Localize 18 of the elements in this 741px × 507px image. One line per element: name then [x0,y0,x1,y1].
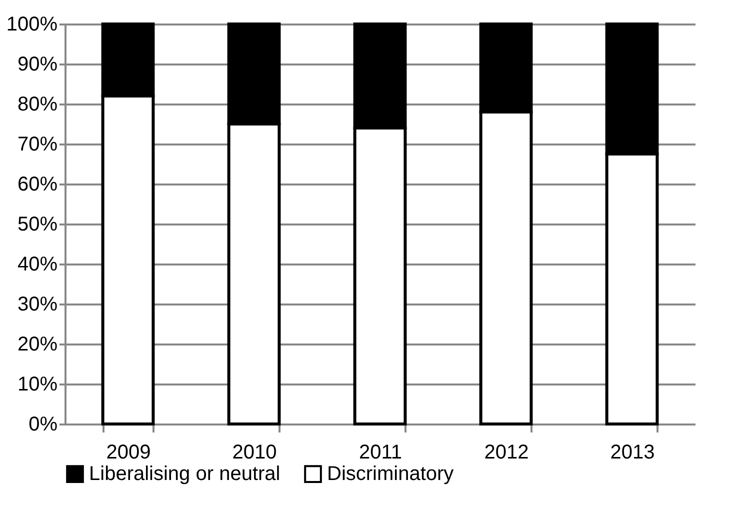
y-tick-label: 90% [17,54,58,76]
y-tick-label: 0% [28,414,58,436]
x-tick-label: 2012 [484,442,529,464]
x-tick-label: 2013 [610,442,655,464]
legend-label: Discriminatory [327,463,454,486]
x-tick-label: 2011 [358,442,402,464]
y-tick-label: 40% [17,254,58,276]
y-tick-label: 10% [17,374,58,396]
y-tick-label: 20% [17,334,58,356]
y-tick-label: 50% [17,214,58,236]
y-tick-label: 70% [17,134,58,156]
y-tick-label: 100% [6,14,58,36]
x-tick-label: 2009 [106,442,151,464]
y-tick-label: 30% [17,294,58,316]
legend-label: Liberalising or neutral [89,463,280,486]
y-tick-label: 60% [17,174,58,196]
y-tick-label: 80% [17,94,58,116]
x-tick-label: 2010 [232,442,277,464]
